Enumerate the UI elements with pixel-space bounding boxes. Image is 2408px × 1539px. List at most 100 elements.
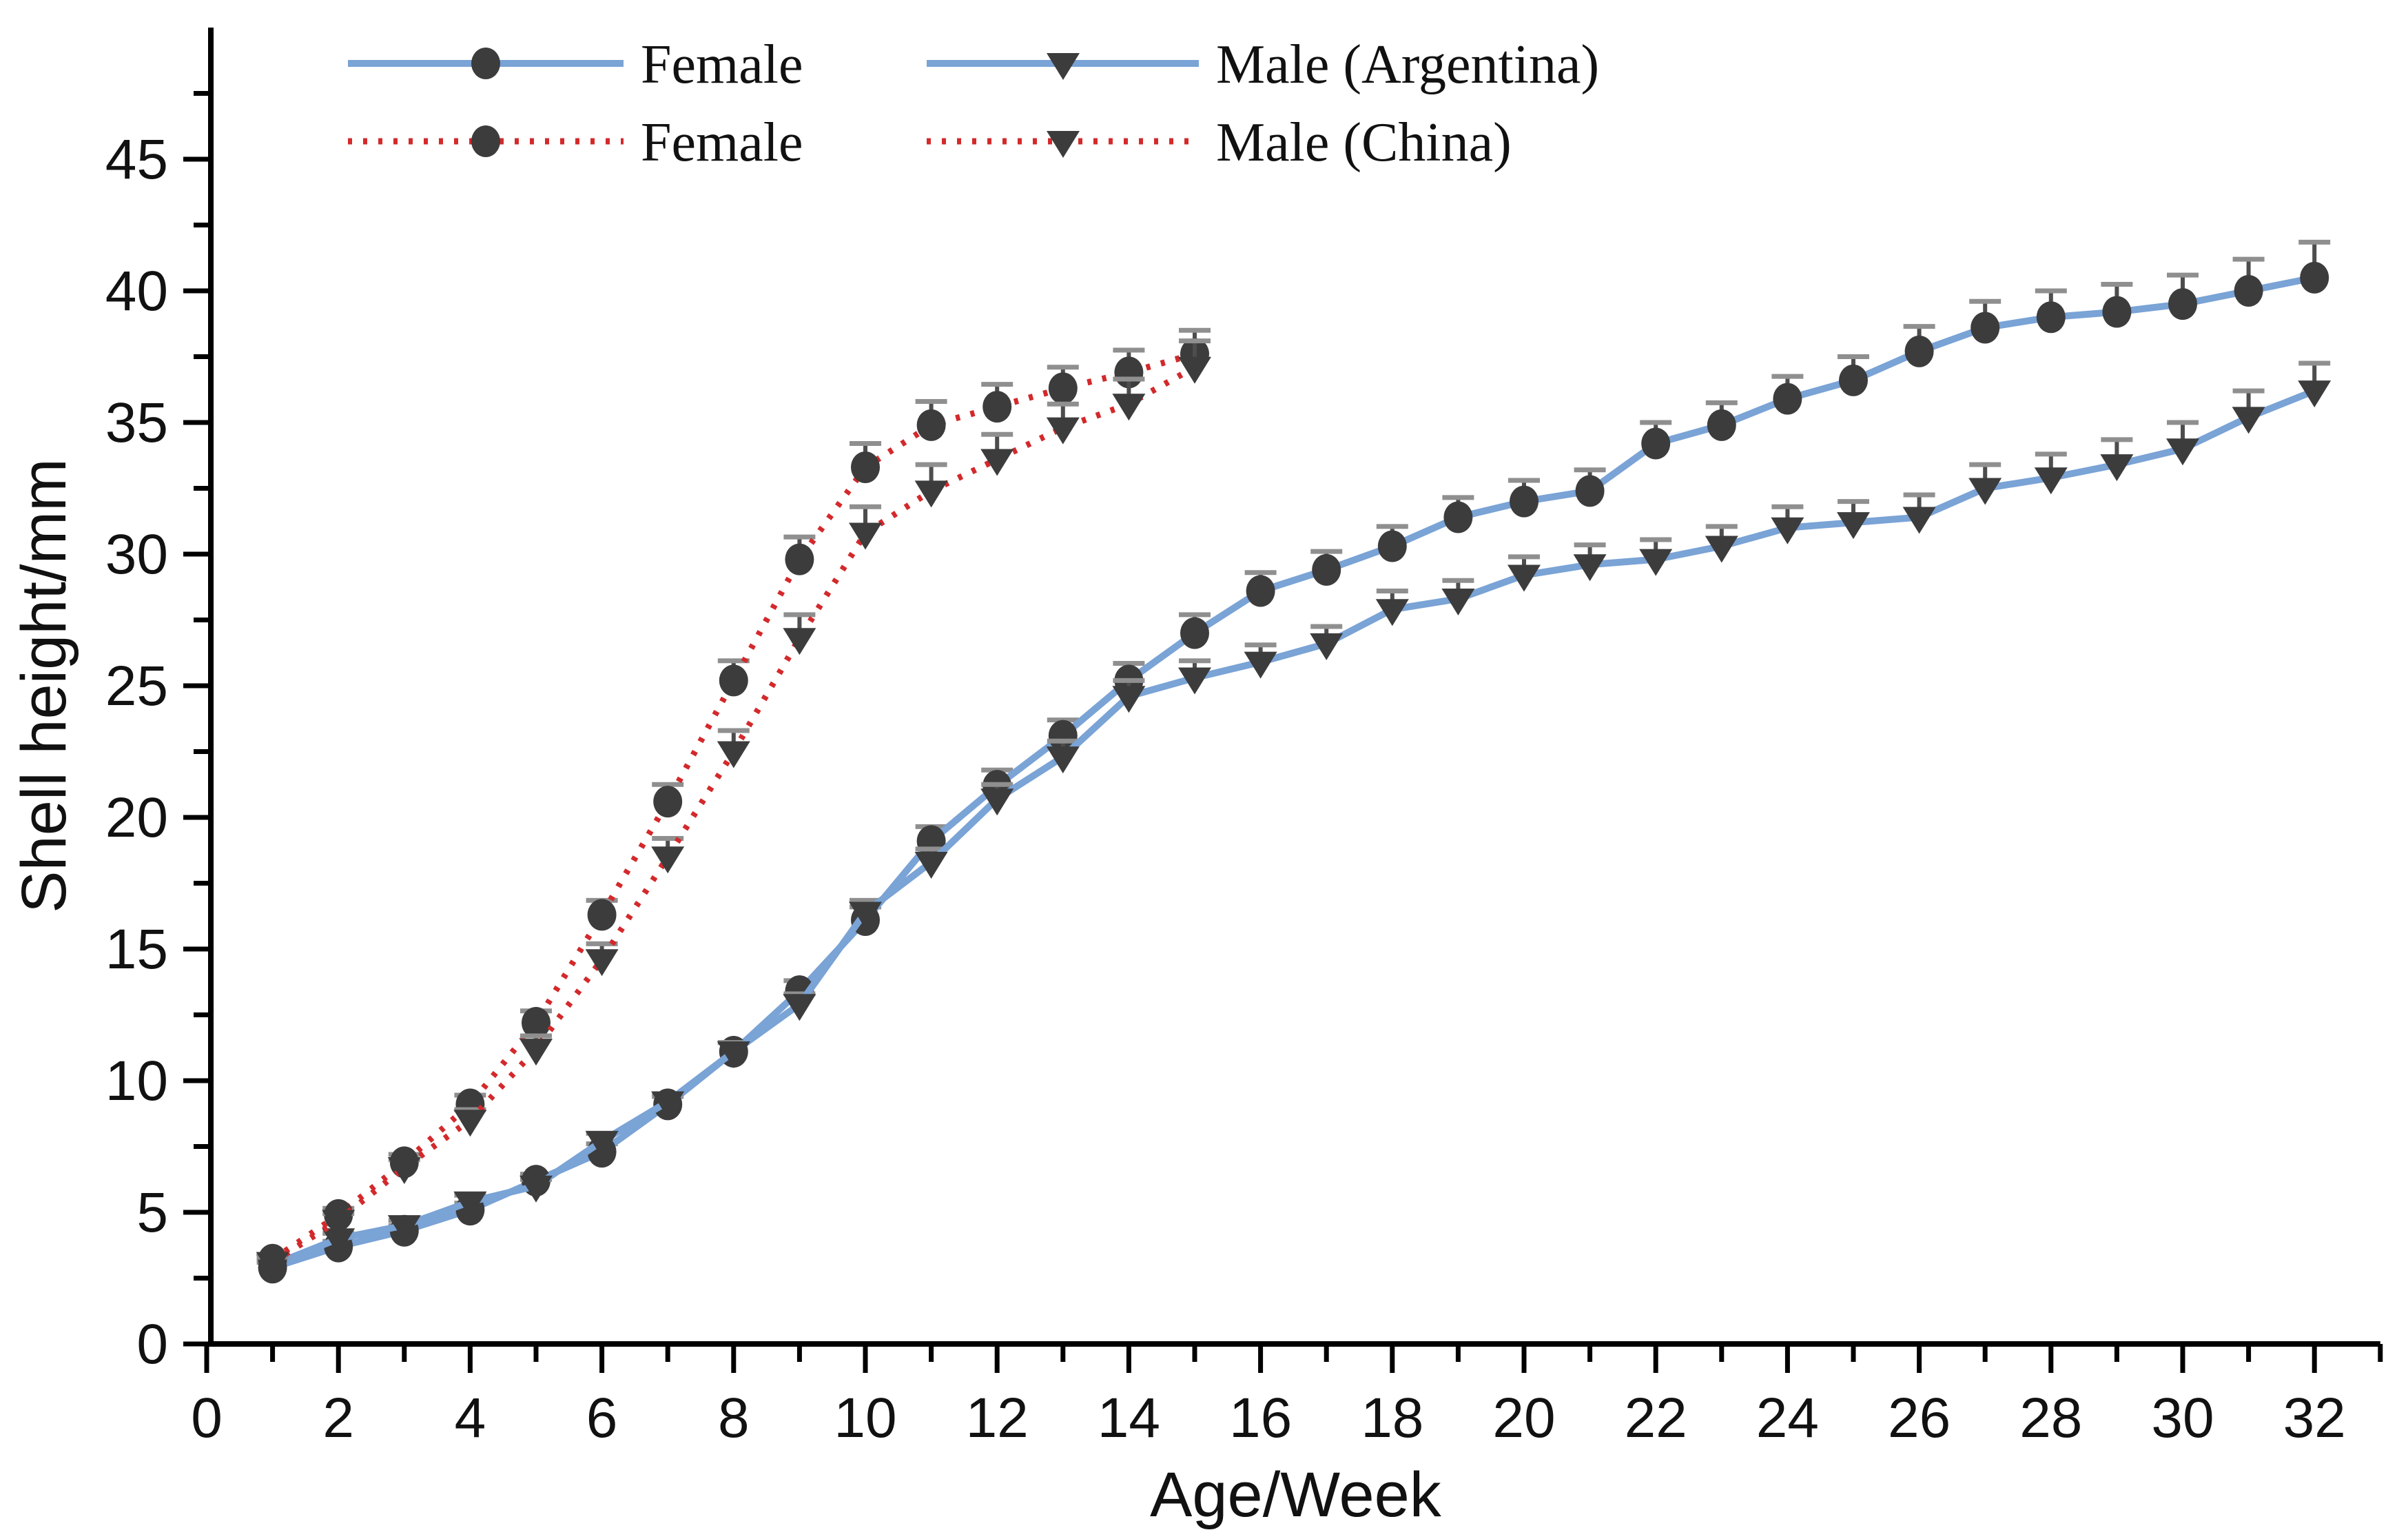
data-point-triangle-marker [849,901,882,929]
data-point-triangle-marker [585,949,619,977]
data-point-circle-marker [2036,301,2066,334]
data-point-triangle-marker [1771,517,1804,544]
series-line-female-argentina [271,274,2316,1271]
y-tick-label: 30 [105,523,168,586]
data-point-triangle-marker [1178,667,1211,695]
data-point-triangle-marker [651,846,685,874]
y-tick-label: 15 [105,918,168,981]
x-axis-title: Age/Week [1150,1460,1442,1530]
data-point-triangle-marker [1639,549,1673,576]
data-point-circle-marker [1641,427,1671,460]
data-point-circle-marker [1575,475,1605,507]
data-point-circle-marker [2168,288,2197,320]
data-point-triangle-marker [1902,507,1936,534]
data-point-triangle-marker [1046,417,1080,445]
data-point-circle-marker [1707,409,1736,441]
y-tick-label: 0 [136,1313,168,1376]
y-tick-label: 10 [105,1050,168,1112]
data-point-triangle-marker [2034,467,2068,495]
data-point-circle-marker [1773,383,1802,415]
data-point-circle-marker [1246,575,1275,607]
series-line-male-argentina [271,387,2316,1269]
x-tick-label: 6 [586,1387,618,1449]
legend-row-1: Female Male (Argentina) [348,34,1599,95]
x-tick-label: 14 [1098,1387,1160,1449]
series-male-china [256,338,1211,1279]
data-point-triangle-marker [322,1210,356,1237]
data-point-circle-marker [1048,372,1078,405]
series-male-argentina [256,360,2332,1282]
x-tick-label: 26 [1888,1387,1951,1449]
x-tick-label: 30 [2151,1387,2214,1449]
x-tick-label: 24 [1756,1387,1819,1449]
data-point-circle-marker [522,1006,550,1039]
x-tick-label: 28 [2019,1387,2082,1449]
data-point-triangle-marker [387,1157,421,1185]
data-point-triangle-marker [453,1110,487,1137]
data-point-circle-marker [1312,553,1341,586]
data-point-triangle-marker [1047,131,1080,158]
data-point-triangle-marker [1705,536,1738,563]
x-tick-label: 16 [1229,1387,1292,1449]
data-point-circle-marker [471,48,500,79]
x-tick-label: 8 [718,1387,750,1449]
data-point-triangle-marker [980,449,1014,476]
data-point-circle-marker [1048,720,1078,752]
x-axis: 0 2 4 6 8 10 12 14 16 18 20 22 24 26 28 30 32 [191,1341,2383,1449]
data-point-triangle-marker [2166,438,2199,466]
data-point-circle-marker [1377,530,1407,562]
data-point-circle-marker [653,786,683,818]
x-tick-label: 2 [322,1387,354,1449]
y-axis-title: Shell height/mm [9,458,79,913]
data-point-triangle-marker [519,1039,553,1066]
x-tick-label: 18 [1361,1387,1423,1449]
data-point-triangle-marker [980,788,1014,816]
x-tick-label: 4 [455,1387,486,1449]
data-point-triangle-marker [914,480,948,508]
data-point-triangle-marker [783,628,816,655]
data-point-circle-marker [1839,364,1868,396]
legend-label-male-china: Male (China) [1216,112,1512,173]
data-point-circle-marker [1443,501,1473,533]
data-point-circle-marker [1510,485,1539,518]
data-point-triangle-marker [1375,599,1409,626]
data-point-circle-marker [916,409,946,441]
data-point-circle-marker [1180,617,1209,649]
y-tick-label: 45 [105,128,168,191]
data-point-triangle-marker [1837,512,1870,540]
data-point-circle-marker [785,543,814,575]
data-point-triangle-marker [1573,554,1607,582]
data-point-circle-marker [587,899,617,931]
y-tick-label: 35 [105,391,168,454]
data-point-circle-marker [2102,296,2132,328]
x-tick-label: 22 [1625,1387,1687,1449]
data-point-circle-marker [2300,261,2329,294]
data-point-triangle-marker [914,851,948,879]
data-point-triangle-marker [1441,588,1475,615]
data-point-triangle-marker [1507,564,1541,592]
data-point-triangle-marker [453,1191,487,1219]
data-point-circle-marker [2234,275,2263,307]
legend-label-male-argentina: Male (Argentina) [1216,34,1599,95]
legend-label-female-argentina: Female [641,34,803,95]
data-point-triangle-marker [1310,633,1344,660]
data-point-circle-marker [1904,335,1934,367]
data-point-triangle-marker [783,994,816,1021]
legend-row-2: Female Male (China) [348,112,1512,173]
y-tick-label: 5 [136,1181,168,1244]
y-tick-label: 40 [105,260,168,323]
x-tick-label: 12 [966,1387,1029,1449]
data-point-triangle-marker [849,522,882,550]
axis-titles: Age/Week Shell height/mm [9,458,1442,1530]
series-female-china [256,327,1211,1276]
x-tick-label: 20 [1492,1387,1555,1449]
data-point-triangle-marker [256,1252,289,1279]
x-tick-label: 32 [2283,1387,2346,1449]
data-point-triangle-marker [1244,651,1277,679]
data-point-triangle-marker [1112,394,1146,421]
y-axis: 0 5 10 15 20 25 30 35 40 45 [105,28,214,1376]
data-point-triangle-marker [322,1228,356,1256]
series-line-male-china [271,364,1197,1265]
